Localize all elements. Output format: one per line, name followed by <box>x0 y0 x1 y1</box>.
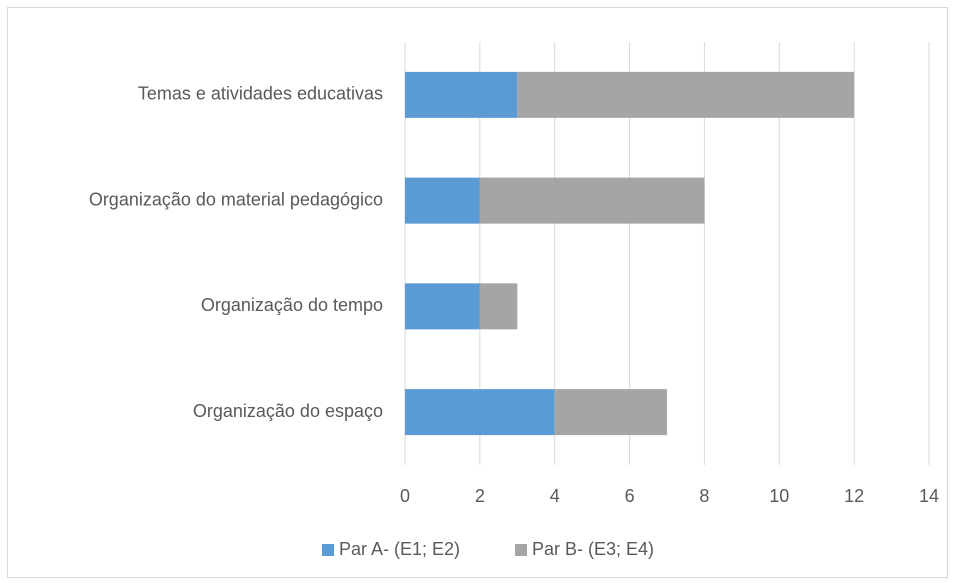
x-tick-label: 0 <box>400 486 410 506</box>
x-tick-label: 14 <box>919 486 939 506</box>
x-tick-label: 6 <box>625 486 635 506</box>
legend-label: Par A- (E1; E2) <box>339 539 460 559</box>
bar-segment <box>405 389 555 436</box>
bar-segment <box>479 177 705 224</box>
bar-segment <box>405 71 518 118</box>
bar-segment <box>479 283 518 330</box>
legend-swatch <box>322 544 334 556</box>
x-tick-label: 4 <box>550 486 560 506</box>
bar-segment <box>554 389 667 436</box>
x-tick-label: 10 <box>769 486 789 506</box>
legend-swatch <box>515 544 527 556</box>
y-tick-label: Organização do espaço <box>193 401 383 421</box>
x-tick-label: 8 <box>699 486 709 506</box>
bar-segment <box>405 283 480 330</box>
bar-segment <box>405 177 480 224</box>
x-tick-label: 2 <box>475 486 485 506</box>
y-tick-label: Organização do material pedagógico <box>89 189 383 209</box>
bar-segment <box>517 71 855 118</box>
legend-label: Par B- (E3; E4) <box>532 539 654 559</box>
x-tick-label: 12 <box>844 486 864 506</box>
y-tick-label: Temas e atividades educativas <box>138 84 383 104</box>
y-tick-label: Organização do tempo <box>201 295 383 315</box>
